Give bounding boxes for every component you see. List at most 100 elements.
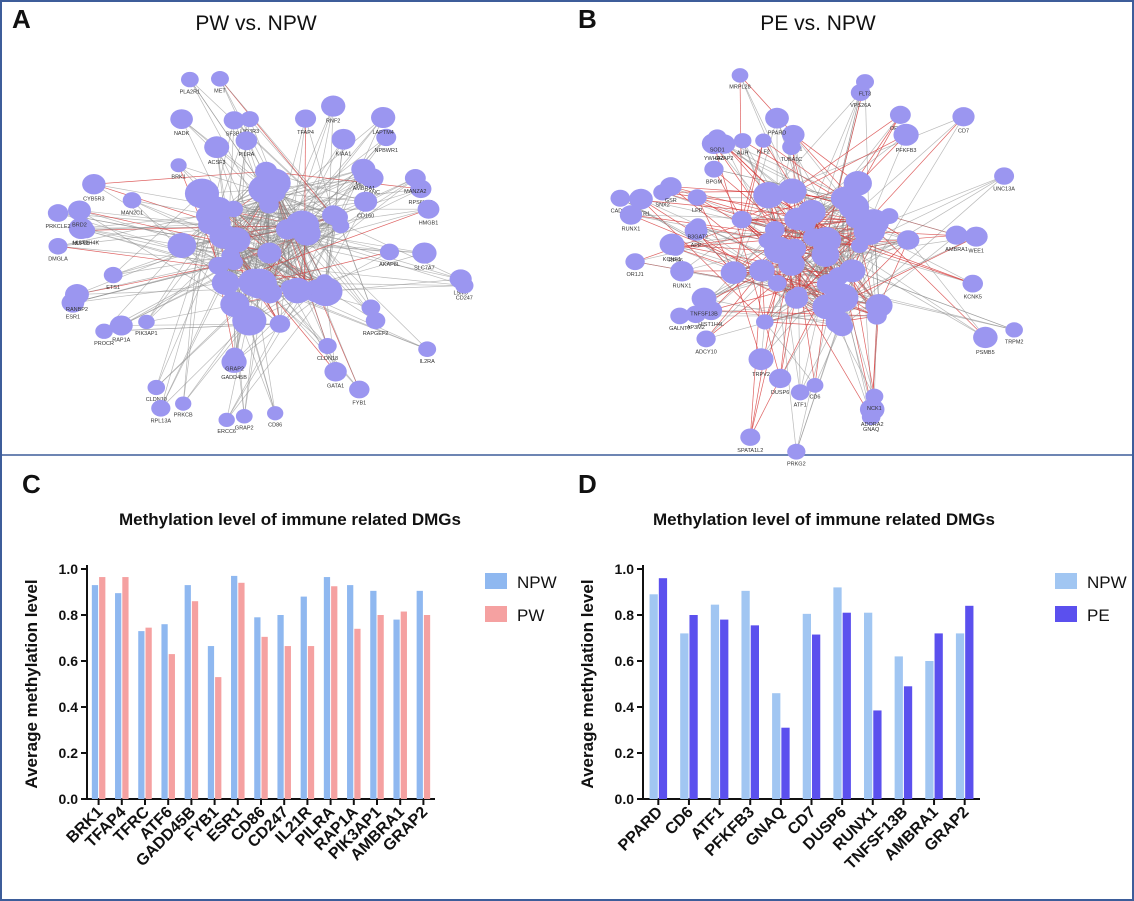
network-b-node	[758, 232, 777, 249]
network-a-edge	[79, 210, 209, 226]
network-a-edge	[264, 189, 376, 321]
network-a-node-label: RNF2	[326, 119, 340, 125]
chart-c-bar-npw	[231, 575, 238, 799]
chart-c-bar-pw	[99, 577, 106, 799]
network-b-edge	[878, 239, 909, 306]
network-a-node	[282, 277, 313, 304]
network-a-edge	[155, 224, 210, 388]
network-b-node	[753, 181, 784, 209]
chart-c-y-tick-label: 0.4	[59, 699, 79, 715]
network-b-node-label: HIST1H4L	[698, 322, 724, 328]
network-b-node-label: DUSP6	[771, 390, 789, 396]
network-b-node	[783, 238, 807, 259]
network-a-node	[235, 408, 253, 424]
chart-c-bar-pw	[377, 615, 384, 799]
network-b-node	[838, 193, 870, 221]
network-a-node	[365, 312, 386, 330]
chart-d-bar-npw	[955, 633, 965, 799]
network-a-edge	[274, 192, 461, 280]
network-a-node	[267, 406, 284, 421]
network-a-node-label: PRKCB	[174, 413, 193, 419]
network-a-node-label: RPL13A	[151, 419, 172, 425]
network-a-edge	[182, 215, 208, 404]
network-b-edge	[662, 191, 812, 213]
chart-c-bar-pw	[307, 646, 315, 799]
network-a-node-label: GRAP2	[225, 367, 244, 373]
network-a-node	[349, 380, 370, 399]
chart-d-legend-label: NPW	[1087, 573, 1127, 592]
chart-d-bar-pe	[689, 615, 698, 799]
network-a-node-label: PLA2R1	[180, 89, 201, 95]
network-a-edge	[233, 174, 364, 210]
network-b-node-label: PRKG2	[787, 462, 806, 468]
network-b-node-label: GALNT7	[669, 326, 690, 332]
network-a-node	[404, 169, 426, 188]
network-b-edge	[805, 81, 866, 223]
network-b-node	[756, 314, 774, 330]
network-b-node-label: AP3M2	[687, 325, 705, 331]
panel-letter-a: A	[12, 4, 31, 34]
chart-d-bar-npw	[894, 656, 903, 799]
network-a-node-label: RAPGEF2	[363, 331, 389, 337]
network-b-node	[670, 260, 694, 282]
network-b-node	[865, 388, 884, 405]
network-b-node	[707, 129, 727, 146]
network-b-node	[666, 240, 685, 256]
network-a-node	[211, 71, 229, 87]
network-b-node-label: BPGM	[706, 180, 723, 186]
network-a-node	[417, 199, 440, 219]
chart-c-bar-npw	[347, 585, 354, 799]
network-a-node	[103, 266, 123, 284]
network-a-node-label: ERCC6	[217, 429, 236, 435]
network-a-node	[224, 254, 244, 271]
network-a-node	[353, 166, 375, 184]
chart-d-bar-pe	[934, 633, 943, 799]
network-a-node	[324, 362, 347, 382]
network-a-node-label: MANZA2	[404, 189, 426, 195]
network-a-node	[109, 315, 133, 336]
chart-d-bar-pe	[750, 625, 759, 799]
network-a-node	[180, 71, 199, 88]
network-b-node	[733, 133, 752, 149]
network-b-node-label: SNX2	[655, 202, 669, 208]
network-a-node-label: PILRA	[238, 152, 254, 158]
network-b-node	[962, 274, 984, 293]
network-a-node	[220, 227, 251, 253]
network-a-edge	[160, 209, 219, 409]
chart-c-bar-pw	[191, 601, 199, 799]
network-b-edge	[713, 168, 845, 199]
chart-d-legend-label: PE	[1087, 606, 1110, 625]
chart-c-bar-npw	[115, 593, 122, 799]
network-b-node-label: VPS26A	[850, 103, 871, 109]
network-a-node	[223, 111, 245, 130]
network-a-node	[361, 299, 381, 316]
network-b-edge	[696, 197, 735, 273]
panel-letter-c: C	[22, 469, 41, 499]
network-a-edge	[305, 118, 334, 216]
network-a-edge	[57, 245, 234, 263]
network-a-edge	[85, 229, 219, 267]
chart-c-bar-pw	[423, 615, 431, 799]
network-b-node-label: APP	[691, 243, 702, 249]
network-a-node	[48, 237, 68, 255]
network-a-node	[379, 243, 400, 261]
network-a: ERCC6ESR1CLDN10LSM6MDN1ETS1RNF2NUP85GANC…	[46, 71, 474, 435]
network-b-edge	[777, 239, 909, 284]
network-b-node-label: LPP	[692, 208, 703, 214]
network-a-edge	[253, 282, 276, 414]
network-a-edge	[269, 208, 429, 254]
network-b-node	[740, 428, 761, 446]
network-b-node-label: KCNK5	[964, 295, 982, 301]
chart-d-title: Methylation level of immune related DMGs	[653, 510, 995, 529]
network-b-node	[994, 167, 1015, 185]
network-a-edge	[76, 236, 224, 295]
network-a-node-label: PRKCLE2	[46, 224, 71, 230]
network-a-title: PW vs. NPW	[195, 12, 317, 35]
network-b-edge	[671, 244, 839, 277]
network-a-node	[208, 256, 229, 275]
chart-c-bar-pw	[145, 627, 152, 799]
network-a-node-label: CD247	[456, 296, 473, 302]
network-b-node	[685, 305, 706, 324]
network-b-node	[610, 189, 630, 207]
network-a-edge	[182, 193, 203, 404]
